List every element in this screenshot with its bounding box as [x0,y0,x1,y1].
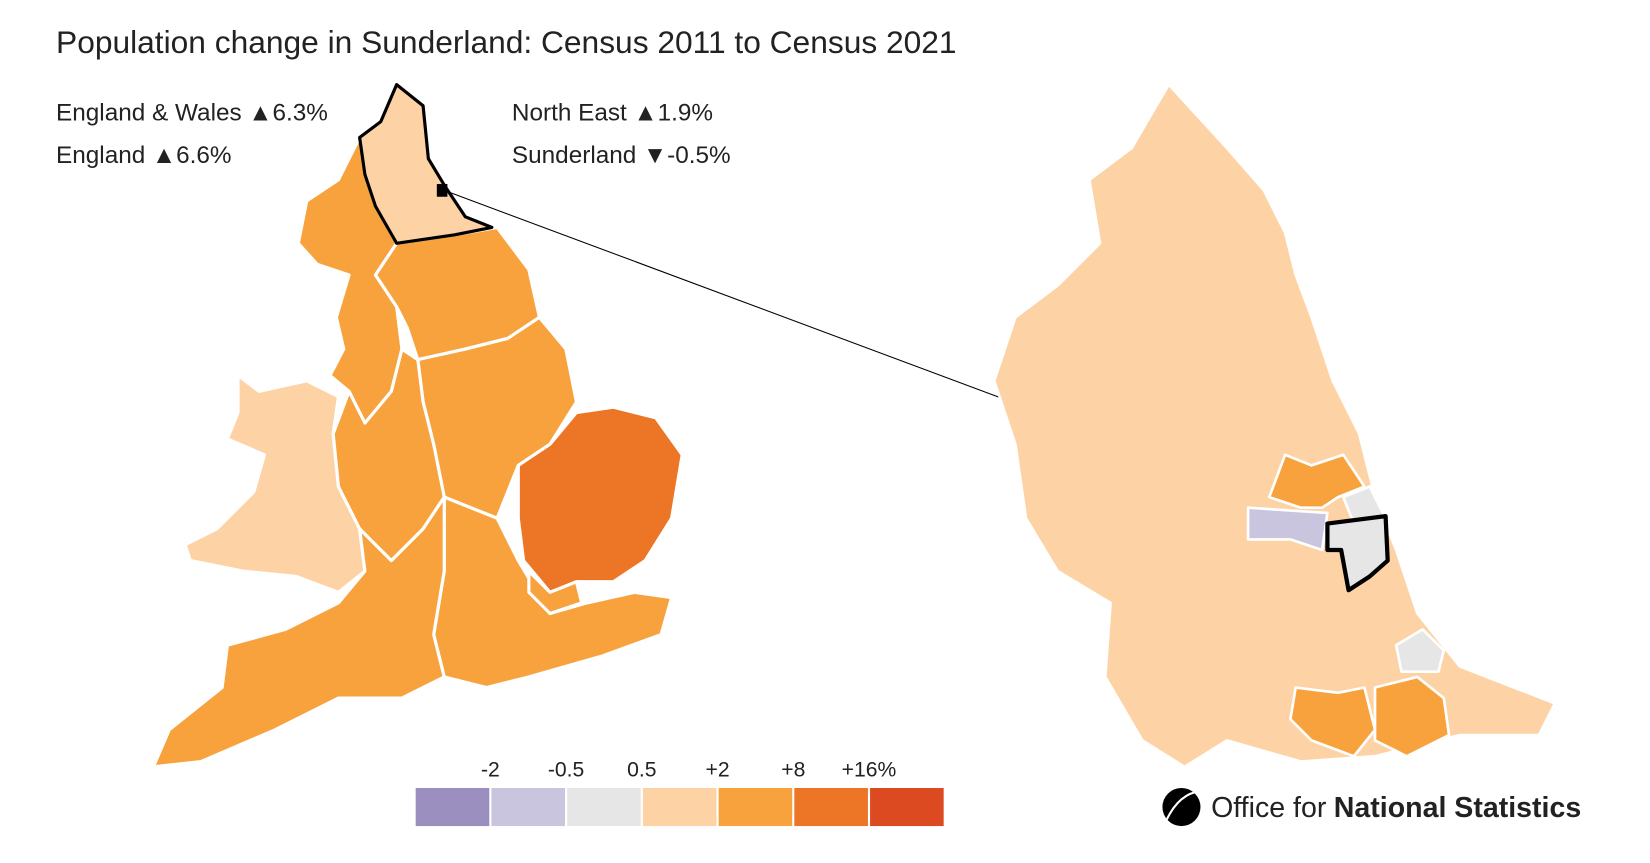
sunderland [1325,514,1390,593]
region-north-east [358,83,494,245]
region-london [527,569,584,616]
north-east-map [992,83,1557,769]
area [1246,506,1329,552]
legend-tick-label: 0.5 [627,759,656,782]
stat: North East ▲1.9% [512,100,713,127]
legend-tick-label: -0.5 [548,759,584,782]
region-south-west [151,495,446,769]
legend-tick-label: +8 [781,759,805,782]
legend: -2 -0.5 0.5 +2 +8 +16% [415,759,944,827]
logo-light: Office for [1211,792,1327,824]
legend-swatch [794,787,868,827]
region-east [516,405,684,594]
area [992,83,1557,769]
canvas: Population change in Sunderland: Census … [56,24,1581,827]
legend-swatch [415,787,490,827]
region-wales [183,373,367,594]
england-wales-map [151,83,684,769]
logo-text: Office for National Statistics [1211,792,1581,824]
area [1267,453,1366,510]
logo-bold: National Statistics [1334,792,1581,824]
legend-swatch [870,787,944,827]
sunderland-marker [436,184,448,197]
legend-tick-label: +2 [705,759,729,782]
stat: Sunderland ▼-0.5% [512,142,731,169]
legend-tick-label: +16% [842,759,897,782]
title: Population change in Sunderland: Census … [56,24,957,60]
stat: England ▲6.6% [56,142,231,169]
logo: Office for National Statistics [1162,787,1581,827]
legend-swatch [567,787,641,827]
legend-swatch [642,787,717,827]
legend-tick-label: -2 [481,759,500,782]
legend-swatch [491,787,566,827]
area [1373,675,1451,758]
area [1394,628,1446,673]
logo-icon-mark [1165,790,1201,821]
logo-icon [1162,787,1201,827]
stat: England & Wales ▲6.3% [56,100,328,127]
region-west-midlands [331,347,446,563]
area [1289,686,1377,758]
legend-swatch [718,787,793,827]
